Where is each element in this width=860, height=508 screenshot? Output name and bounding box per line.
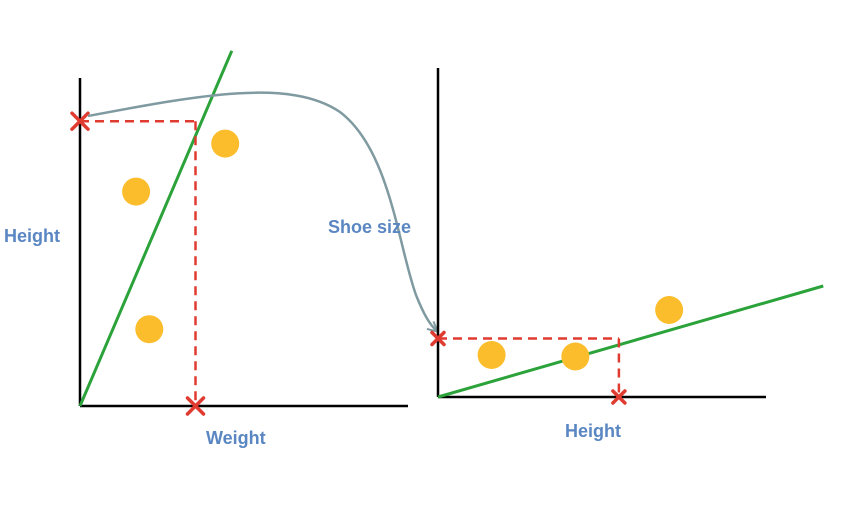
left-data-point-2 <box>211 129 240 158</box>
right-data-point-3 <box>655 296 684 324</box>
right-fit-line <box>437 284 824 399</box>
right-x-axis-cross-marker <box>611 389 627 405</box>
connector-arrow <box>87 91 437 331</box>
right-plot: Shoe size Height <box>328 68 824 441</box>
right-y-axis-cross-marker <box>430 330 446 347</box>
left-x-axis-label: Weight <box>206 428 266 448</box>
left-x-axis-cross-marker <box>185 396 206 416</box>
left-data-point-3 <box>135 315 164 344</box>
right-data-points <box>477 296 684 371</box>
left-data-points <box>122 129 240 344</box>
left-y-axis-cross-marker <box>70 111 90 131</box>
right-y-axis-label: Shoe size <box>328 217 411 237</box>
left-data-point-1 <box>122 177 151 206</box>
right-data-point-1 <box>477 341 506 369</box>
left-fit-line <box>78 50 234 407</box>
right-data-point-2 <box>561 342 590 371</box>
left-y-axis-label: Height <box>4 226 60 246</box>
right-x-axis-label: Height <box>565 421 621 441</box>
left-plot: Height Weight <box>4 50 408 448</box>
